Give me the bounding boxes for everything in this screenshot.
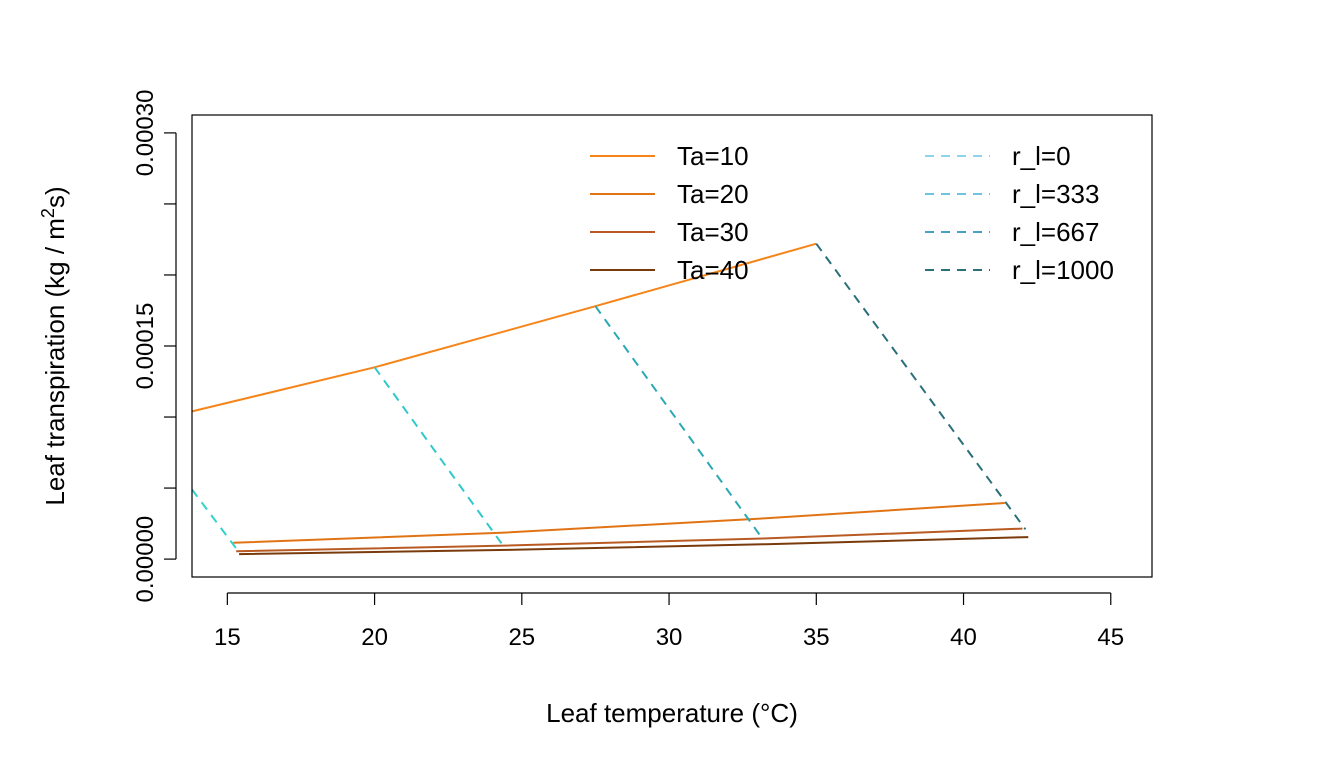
series-line-r-l-333	[373, 366, 505, 548]
series-line-ta-30	[236, 527, 1023, 553]
series-line-ta-20	[233, 502, 1005, 544]
legend-label: r_l=1000	[1012, 255, 1114, 285]
y-axis-title: Leaf transpiration (kg / m2s)	[38, 186, 70, 505]
legend-label: Ta=40	[677, 255, 749, 285]
y-axis: 0.00000 0.00015 0.00030	[132, 90, 177, 603]
legend: Ta=10 Ta=20 Ta=30 Ta=40 r_l=0 r_l=333 r_l=667r…	[590, 141, 1114, 285]
legend-label: Ta=10	[677, 141, 749, 171]
series-line-ta-40	[239, 536, 1029, 556]
series-line-r-l-1000	[815, 243, 1027, 530]
y-axis-title-superscript: 2	[38, 208, 58, 218]
y-tick-label: 0.00015	[132, 303, 159, 390]
x-tick-label: 15	[214, 624, 241, 651]
y-tick-label: 0.00000	[132, 516, 159, 603]
series-line-r-l-667	[594, 305, 765, 541]
x-tick-label: 45	[1097, 624, 1124, 651]
legend-label: r_l=333	[1012, 179, 1099, 209]
x-tick-label: 30	[656, 624, 683, 651]
legend-label: Ta=30	[677, 217, 749, 247]
legend-label: r_l=667	[1012, 217, 1099, 247]
series-line-r-l-0	[191, 488, 237, 550]
plot-series-group	[191, 242, 1029, 556]
x-tick-label: 25	[508, 624, 535, 651]
x-tick-label: 35	[803, 624, 830, 651]
x-axis: 15 20 25 30 35 40 45	[214, 592, 1124, 651]
y-tick-label: 0.00030	[132, 90, 159, 177]
x-tick-label: 20	[361, 624, 388, 651]
legend-label: r_l=0	[1012, 141, 1071, 171]
series-line-ta-10	[191, 242, 817, 413]
x-axis-title: Leaf temperature (°C)	[546, 698, 798, 728]
legend-label: Ta=20	[677, 179, 749, 209]
x-tick-label: 40	[950, 624, 977, 651]
y-axis-title-tail: s)	[40, 186, 70, 208]
plot-frame	[191, 114, 1153, 578]
y-axis-title-main: Leaf transpiration (kg / m	[40, 218, 70, 506]
